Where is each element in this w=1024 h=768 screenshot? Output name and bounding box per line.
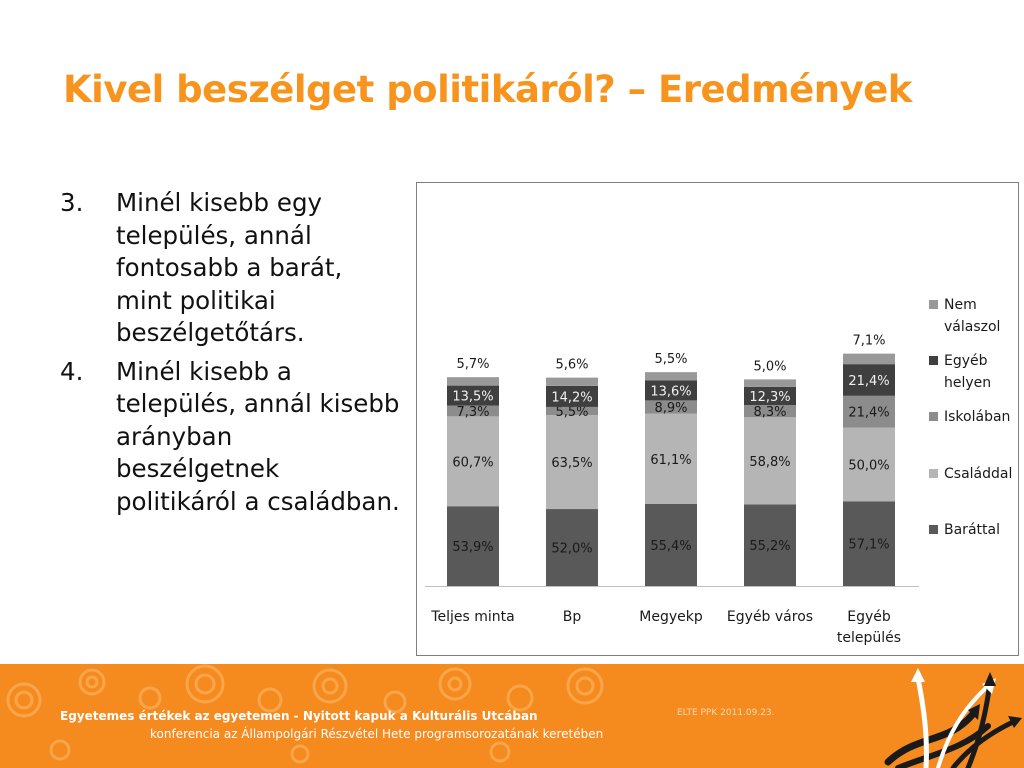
data-label: 5,0%	[753, 359, 786, 374]
bar-segment	[645, 372, 697, 381]
legend-swatch	[929, 525, 938, 534]
bar-segment	[546, 406, 598, 416]
bar-segment	[843, 427, 895, 502]
bar-segment	[447, 416, 499, 507]
data-label: 7,3%	[456, 405, 489, 420]
decorative-circles-icon	[6, 664, 604, 764]
data-label: 61,1%	[650, 453, 691, 468]
bar-segment	[843, 353, 895, 365]
category-tick-label: település	[837, 630, 901, 646]
footer-conference-title: Egyetemes értékek az egyetemen - Nyitott…	[60, 709, 538, 723]
data-label: 57,1%	[848, 538, 889, 553]
bar-segment	[447, 385, 499, 406]
footer-date: ELTE PPK 2011.09.23.	[677, 708, 775, 718]
data-label: 5,6%	[555, 358, 588, 373]
stacked-bar-chart: 53,9% 60,7% 7,3%13,5% 5,7% Teljes minta 52,0%…	[425, 297, 1012, 646]
bar-segment	[744, 386, 796, 405]
bar-segment	[645, 380, 697, 401]
slide-title: Kivel beszélget politikáról? – Eredménye…	[63, 68, 912, 111]
data-label: 58,8%	[749, 455, 790, 470]
legend-swatch	[929, 356, 938, 365]
list-item-number: 4.	[60, 356, 84, 386]
legend-label: Baráttal	[944, 522, 1000, 538]
data-label: 5,5%	[555, 405, 588, 420]
data-label: 21,4%	[848, 374, 889, 389]
data-label: 55,4%	[650, 539, 691, 554]
list-item-number: 3.	[60, 188, 84, 217]
bar-segment	[645, 413, 697, 505]
data-label: 60,7%	[452, 455, 493, 470]
category-tick-label: Megyekp	[639, 609, 703, 625]
list-item-text: Minél kisebb egy település, annál fontos…	[116, 188, 343, 347]
category-tick-label: Teljes minta	[430, 609, 514, 625]
legend-label: Családdal	[944, 466, 1012, 482]
bar-segment	[843, 364, 895, 396]
numbered-list: 3. Minél kisebb egy település, annál fon…	[60, 187, 400, 524]
data-label: 5,5%	[654, 352, 687, 367]
data-label: 8,9%	[654, 401, 687, 416]
legend-swatch	[929, 300, 938, 309]
bar-segment	[447, 405, 499, 417]
bar-segment	[645, 504, 697, 586]
data-label: 53,9%	[452, 540, 493, 555]
bar-segment	[546, 385, 598, 407]
data-label: 12,3%	[749, 390, 790, 405]
bar-segment	[546, 377, 598, 386]
category-tick-label: Bp	[563, 609, 582, 625]
data-label: 14,2%	[551, 390, 592, 405]
chart-frame: 53,9% 60,7% 7,3% 13,5% 5,7% Teljes minta 52,0%…	[416, 182, 1019, 656]
legend-label: válaszol	[944, 319, 1000, 335]
list-item-text: Minél kisebb a település, annál kisebb a…	[116, 356, 400, 516]
data-label: 21,4%	[848, 406, 889, 421]
bar-segment	[843, 395, 895, 428]
legend-label: Egyéb	[944, 353, 988, 369]
data-label: 7,1%	[852, 334, 885, 349]
data-label: 13,5%	[452, 390, 493, 405]
arrows-logo-icon	[884, 668, 1022, 768]
bar-segment	[744, 404, 796, 418]
bar-segment	[744, 417, 796, 505]
bar-segment	[744, 504, 796, 586]
bar-segment	[645, 400, 697, 414]
category-tick-label: Egyéb város	[727, 609, 813, 625]
list-item: 4. Minél kisebb a település, annál kiseb…	[60, 356, 400, 519]
legend-swatch	[929, 412, 938, 421]
data-label: 5,7%	[456, 357, 489, 372]
list-item: 3. Minél kisebb egy település, annál fon…	[60, 187, 400, 350]
data-label: 63,5%	[551, 456, 592, 471]
legend-swatch	[929, 469, 938, 478]
data-label: 52,0%	[551, 542, 592, 557]
data-label: 13,6%	[650, 384, 691, 399]
bar-segment	[546, 509, 598, 586]
legend-label: Nem	[944, 297, 977, 313]
bar-segment	[843, 501, 895, 586]
bar-segment	[447, 377, 499, 386]
data-label: 55,2%	[749, 539, 790, 554]
bar-segment	[546, 415, 598, 510]
footer-band: Egyetemes értékek az egyetemen - Nyitott…	[0, 664, 1024, 768]
data-label: 50,0%	[848, 458, 889, 473]
legend-label: Iskolában	[944, 409, 1010, 425]
legend-label: helyen	[944, 375, 991, 391]
bar-segment	[447, 506, 499, 586]
footer-conference-subtitle: konferencia az Állampolgári Részvétel He…	[150, 727, 604, 741]
category-tick-label: Egyéb	[847, 609, 891, 625]
data-label: 8,3%	[753, 405, 786, 420]
bar-segment	[744, 379, 796, 387]
